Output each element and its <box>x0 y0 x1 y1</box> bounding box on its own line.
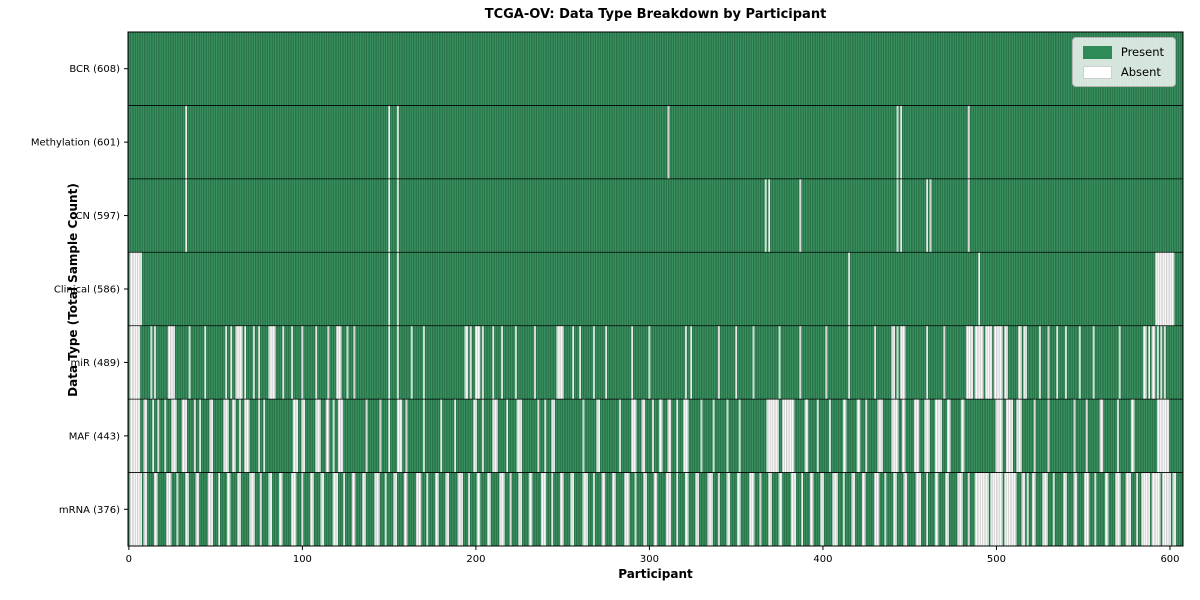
row-separators <box>128 105 1183 473</box>
legend-present-label: Present <box>1120 45 1164 59</box>
legend-absent-swatch <box>1082 65 1112 79</box>
x-axis: 0 100 200 300 400 500 600 <box>126 546 1180 565</box>
y-axis: BCR (608) Methylation (601) CN (597) Clinic… <box>31 64 128 516</box>
y-tick-label: mRNA (376) <box>59 505 120 516</box>
x-tick-label: 400 <box>813 554 832 565</box>
y-tick-label: miR (489) <box>70 358 120 369</box>
chart-title: TCGA-OV: Data Type Breakdown by Particip… <box>484 7 827 22</box>
bar-edge-texture <box>128 32 1183 546</box>
legend-absent-label: Absent <box>1120 65 1161 79</box>
legend-item-present: Present <box>1082 45 1164 59</box>
legend: Present Absent <box>1071 37 1176 87</box>
x-tick-label: 100 <box>293 554 312 565</box>
y-tick-label: Clinical (586) <box>54 285 120 296</box>
legend-item-absent: Absent <box>1082 65 1164 79</box>
x-tick-label: 200 <box>466 554 485 565</box>
y-tick-label: BCR (608) <box>69 64 120 75</box>
x-tick-label: 500 <box>987 554 1006 565</box>
y-axis-label: Data Type (Total Sample Count) <box>66 183 80 397</box>
y-tick-label: Methylation (601) <box>31 138 120 149</box>
x-tick-label: 0 <box>126 554 132 565</box>
y-tick-label: CN (597) <box>75 211 120 222</box>
legend-present-swatch <box>1082 45 1112 59</box>
x-axis-label: Participant <box>618 567 693 581</box>
x-tick-label: 300 <box>640 554 659 565</box>
x-tick-label: 600 <box>1160 554 1179 565</box>
y-tick-label: MAF (443) <box>69 431 120 442</box>
